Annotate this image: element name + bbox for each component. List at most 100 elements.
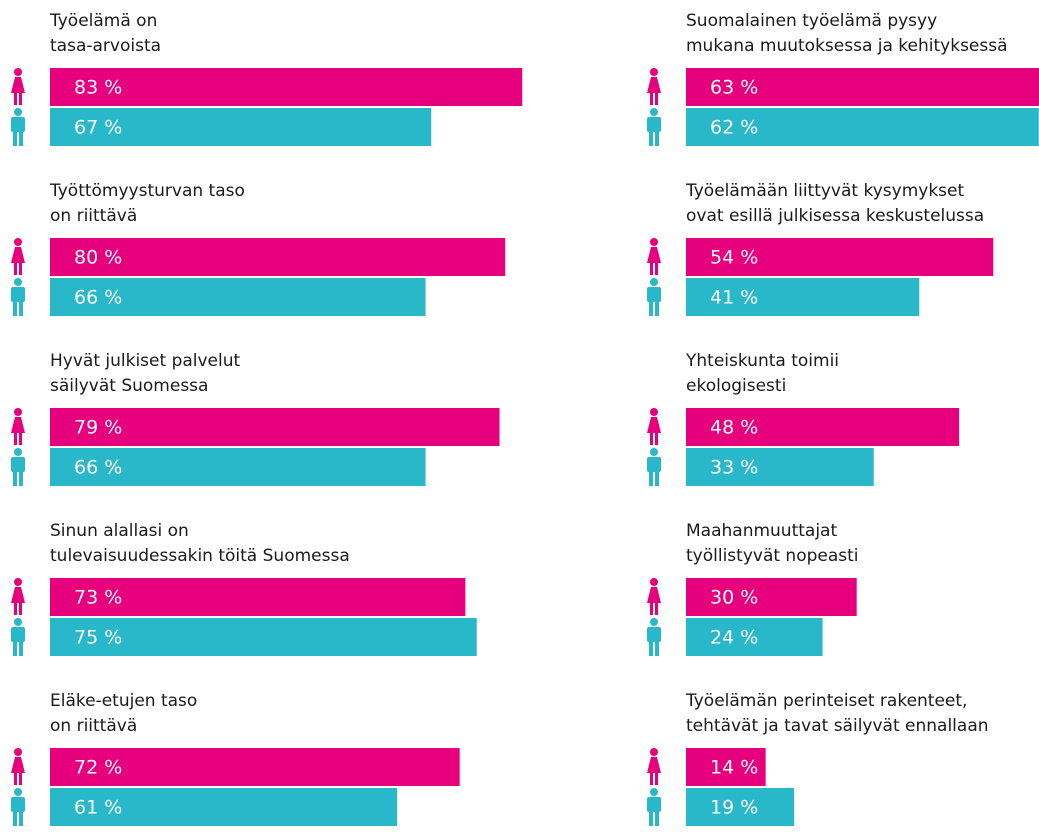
- icon-leg: [19, 640, 23, 656]
- panel-title: ekologisesti: [686, 376, 786, 396]
- man-icon: [647, 618, 661, 656]
- icon-head: [650, 108, 658, 116]
- value-label: 54 %: [710, 247, 758, 269]
- bar: [50, 578, 466, 616]
- bar: [686, 278, 920, 316]
- bar: [686, 238, 994, 276]
- icon-head: [14, 618, 22, 626]
- icon-leg: [655, 263, 658, 275]
- icon-leg: [14, 93, 17, 105]
- icon-body: [11, 457, 25, 472]
- value-label: 66 %: [74, 287, 122, 309]
- value-label: 66 %: [74, 457, 122, 479]
- woman-icon: [11, 238, 25, 275]
- value-label: 73 %: [74, 587, 122, 609]
- value-label: 83 %: [74, 77, 122, 99]
- icon-body: [647, 587, 661, 603]
- icon-leg: [19, 300, 23, 316]
- icon-leg: [650, 433, 653, 445]
- icon-leg: [650, 263, 653, 275]
- value-label: 75 %: [74, 627, 122, 649]
- icon-leg: [650, 93, 653, 105]
- icon-head: [650, 748, 658, 756]
- icon-body: [11, 287, 25, 302]
- icon-leg: [655, 470, 659, 486]
- icon-body: [647, 627, 661, 642]
- woman-icon: [647, 408, 661, 445]
- panel-title: Suomalainen työelämä pysyy: [686, 11, 937, 31]
- bar: [50, 748, 460, 786]
- bar: [50, 238, 506, 276]
- bar: [686, 68, 1039, 106]
- icon-body: [11, 77, 25, 93]
- man-icon: [11, 618, 25, 656]
- value-label: 24 %: [710, 627, 758, 649]
- bar: [50, 408, 500, 446]
- panel-title: Hyvät julkiset palvelut: [50, 351, 241, 371]
- woman-icon: [11, 578, 25, 615]
- bar: [686, 618, 823, 656]
- icon-leg: [655, 130, 659, 146]
- bar: [50, 68, 523, 106]
- icon-leg: [19, 773, 22, 785]
- icon-leg: [655, 810, 659, 826]
- panel-title: on riittävä: [50, 206, 137, 226]
- panel-title: Työttömyysturvan taso: [49, 181, 245, 201]
- icon-leg: [655, 603, 658, 615]
- panel-title: Työelämä on: [49, 11, 157, 31]
- panel-title: ovat esillä julkisessa keskustelussa: [686, 206, 984, 226]
- icon-leg: [19, 603, 22, 615]
- icon-body: [647, 247, 661, 263]
- bar: [50, 278, 426, 316]
- panel-title: tehtävät ja tavat säilyvät ennallaan: [686, 716, 989, 736]
- bar: [686, 748, 766, 786]
- icon-body: [11, 757, 25, 773]
- icon-leg: [650, 603, 653, 615]
- icon-leg: [655, 773, 658, 785]
- bar: [686, 408, 960, 446]
- bar: [50, 618, 477, 656]
- bar: [686, 108, 1039, 146]
- icon-body: [647, 457, 661, 472]
- icon-leg: [19, 263, 22, 275]
- value-label: 30 %: [710, 587, 758, 609]
- icon-body: [647, 287, 661, 302]
- icon-head: [650, 578, 658, 586]
- icon-head: [650, 618, 658, 626]
- icon-leg: [649, 640, 653, 656]
- man-icon: [11, 278, 25, 316]
- icon-head: [14, 448, 22, 456]
- panel-title: on riittävä: [50, 716, 137, 736]
- value-label: 48 %: [710, 417, 758, 439]
- value-label: 79 %: [74, 417, 122, 439]
- icon-leg: [14, 773, 17, 785]
- icon-head: [14, 108, 22, 116]
- icon-head: [14, 278, 22, 286]
- panel-title: Yhteiskunta toimii: [685, 351, 839, 371]
- panel-title: mukana muutoksessa ja kehityksessä: [686, 36, 1008, 56]
- icon-head: [650, 408, 658, 416]
- value-label: 19 %: [710, 797, 758, 819]
- icon-body: [647, 417, 661, 433]
- value-label: 67 %: [74, 117, 122, 139]
- value-label: 33 %: [710, 457, 758, 479]
- icon-head: [650, 788, 658, 796]
- icon-leg: [14, 263, 17, 275]
- icon-body: [11, 587, 25, 603]
- icon-head: [650, 278, 658, 286]
- value-label: 63 %: [710, 77, 758, 99]
- woman-icon: [647, 748, 661, 785]
- icon-leg: [13, 640, 17, 656]
- icon-head: [650, 238, 658, 246]
- icon-leg: [649, 810, 653, 826]
- icon-body: [11, 417, 25, 433]
- value-label: 62 %: [710, 117, 758, 139]
- icon-leg: [19, 130, 23, 146]
- icon-leg: [19, 810, 23, 826]
- icon-leg: [19, 433, 22, 445]
- panel-title: työllistyvät nopeasti: [686, 546, 859, 566]
- man-icon: [647, 278, 661, 316]
- icon-leg: [14, 603, 17, 615]
- bar: [50, 448, 426, 486]
